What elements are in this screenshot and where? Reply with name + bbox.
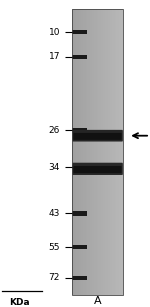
Bar: [103, 9, 104, 295]
Bar: [78, 9, 79, 295]
Bar: [115, 9, 116, 295]
Bar: [72, 128, 87, 133]
Bar: [100, 9, 101, 295]
Bar: [122, 9, 123, 295]
Text: 34: 34: [49, 163, 60, 172]
Text: 43: 43: [49, 209, 60, 218]
Bar: [72, 30, 87, 34]
Bar: [80, 9, 81, 295]
Bar: [72, 55, 87, 59]
Bar: [109, 9, 110, 295]
Bar: [93, 9, 94, 295]
FancyBboxPatch shape: [73, 166, 122, 173]
Bar: [110, 9, 111, 295]
Bar: [111, 9, 112, 295]
Bar: [74, 9, 75, 295]
Bar: [73, 9, 74, 295]
Bar: [98, 9, 99, 295]
Bar: [89, 9, 90, 295]
Text: 10: 10: [48, 28, 60, 37]
Bar: [81, 9, 82, 295]
Bar: [106, 9, 107, 295]
Bar: [72, 9, 73, 295]
Bar: [102, 9, 103, 295]
Bar: [94, 9, 95, 295]
Bar: [95, 9, 96, 295]
Bar: [98, 9, 99, 295]
Text: KDa: KDa: [9, 298, 30, 307]
Bar: [114, 9, 116, 295]
Bar: [87, 9, 88, 295]
Bar: [91, 9, 92, 295]
Bar: [72, 211, 87, 216]
Bar: [83, 9, 84, 295]
Bar: [120, 9, 121, 295]
Text: 26: 26: [49, 126, 60, 135]
Bar: [101, 9, 102, 295]
Bar: [85, 9, 86, 295]
Bar: [107, 9, 108, 295]
Text: 55: 55: [48, 243, 60, 252]
Bar: [108, 9, 109, 295]
Bar: [114, 9, 115, 295]
Bar: [86, 9, 87, 295]
Bar: [72, 245, 87, 249]
Bar: [75, 9, 76, 295]
Bar: [88, 9, 89, 295]
Bar: [104, 9, 105, 295]
Bar: [118, 9, 119, 295]
Bar: [77, 9, 78, 295]
Bar: [120, 9, 122, 295]
Text: A: A: [94, 296, 101, 306]
Bar: [113, 9, 114, 295]
Bar: [72, 165, 87, 169]
Bar: [99, 9, 100, 295]
Bar: [79, 9, 80, 295]
Bar: [72, 276, 87, 280]
FancyBboxPatch shape: [73, 133, 122, 140]
Bar: [116, 9, 117, 295]
Bar: [119, 9, 120, 295]
Bar: [75, 9, 76, 295]
FancyBboxPatch shape: [72, 130, 123, 142]
Bar: [82, 9, 83, 295]
Bar: [112, 9, 113, 295]
Bar: [103, 9, 104, 295]
Bar: [92, 9, 93, 295]
Text: 72: 72: [49, 273, 60, 282]
Bar: [109, 9, 110, 295]
Bar: [86, 9, 87, 295]
Bar: [96, 9, 97, 295]
Bar: [90, 9, 91, 295]
Text: 17: 17: [48, 52, 60, 61]
FancyBboxPatch shape: [72, 163, 123, 175]
Bar: [76, 9, 77, 295]
Bar: [105, 9, 106, 295]
Bar: [97, 9, 98, 295]
Bar: [84, 9, 85, 295]
Bar: [121, 9, 122, 295]
Bar: [72, 9, 123, 295]
Bar: [92, 9, 93, 295]
Bar: [117, 9, 118, 295]
